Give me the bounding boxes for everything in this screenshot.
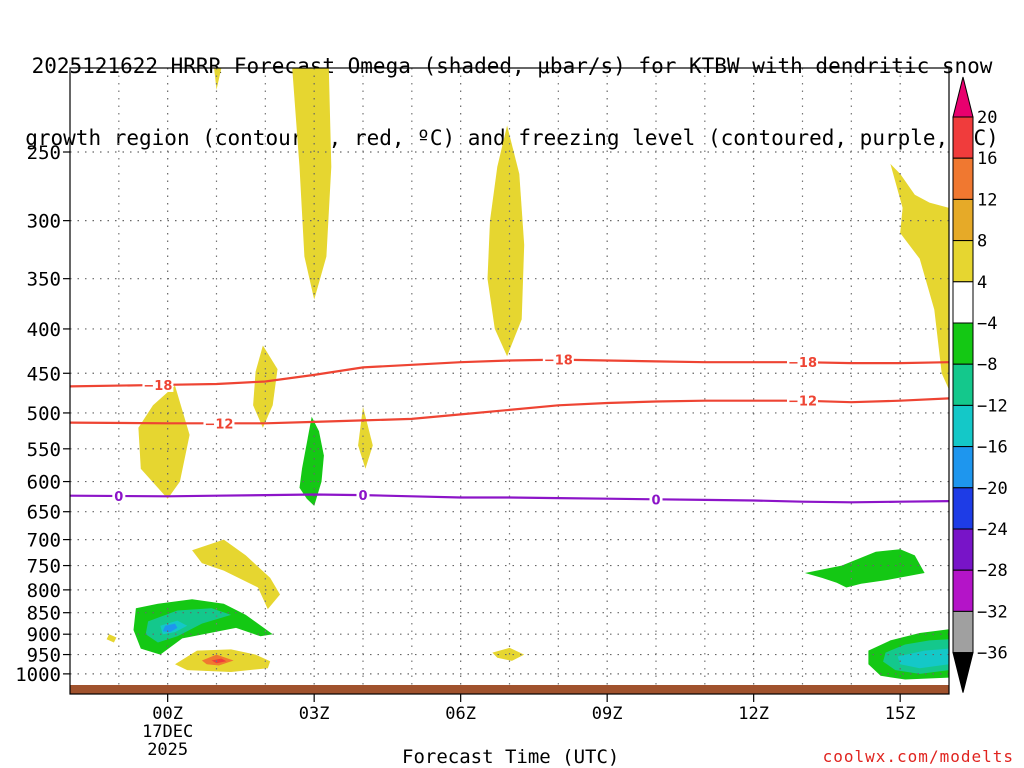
contour-label: −18 — [788, 356, 817, 371]
colorbar-swatch — [952, 610, 974, 654]
plot-frame — [69, 67, 950, 695]
colorbar-swatch — [952, 446, 974, 489]
y-tick-label: 650 — [27, 502, 61, 524]
contour-label-bg — [203, 416, 235, 431]
y-tick-label: 350 — [27, 269, 61, 291]
colorbar-swatch — [952, 281, 974, 324]
y-tick-label: 250 — [27, 142, 61, 164]
colorbar-cap-top — [952, 76, 974, 118]
contour-label: 0 — [358, 489, 367, 504]
y-tick-label: 750 — [27, 556, 61, 578]
colorbar-label: 8 — [977, 232, 987, 252]
omega-region — [897, 648, 949, 669]
y-tick-label: 900 — [27, 624, 61, 646]
colorbar-swatch — [952, 116, 974, 159]
omega-region — [138, 385, 190, 499]
colorbar-label: −8 — [977, 355, 997, 375]
contour-freezing — [70, 493, 949, 504]
x-axis-title: Forecast Time (UTC) — [402, 746, 620, 768]
omega-region — [253, 345, 278, 428]
omega-region — [211, 658, 227, 664]
contour-label: 0 — [114, 490, 123, 505]
y-tick-label: 400 — [27, 319, 61, 341]
chart-title-line1: 2025121622 HRRR Forecast Omega (shaded, … — [31, 54, 993, 78]
colorbar-label: 20 — [977, 108, 997, 128]
x-tick-label: 03Z — [299, 704, 330, 724]
colorbar-swatch — [952, 240, 974, 283]
y-tick-label: 1000 — [15, 664, 61, 686]
y-tick-label: 450 — [27, 363, 61, 385]
colorbar-swatch — [952, 363, 974, 406]
omega-region — [214, 68, 222, 90]
colorbar-label: 16 — [977, 149, 997, 169]
colorbar-swatch — [952, 528, 974, 571]
omega-region — [192, 539, 280, 610]
omega-region — [292, 68, 332, 300]
x-tick-label: 06Z — [445, 704, 476, 724]
chart-title: 2025121622 HRRR Forecast Omega (shaded, … — [0, 6, 1024, 174]
y-tick-label: 300 — [27, 211, 61, 233]
colorbar-label: −28 — [977, 561, 1008, 581]
x-tick-label: 12Z — [738, 704, 769, 724]
y-tick-label: 850 — [27, 603, 61, 625]
colorbar-label: −36 — [977, 644, 1008, 664]
contour-label: 0 — [651, 493, 660, 508]
contour-label: −12 — [788, 395, 817, 410]
x-tick-label: 15Z — [885, 704, 916, 724]
y-tick-label: 950 — [27, 645, 61, 667]
x-tick-label: 00Z — [152, 704, 183, 724]
omega-region — [804, 549, 925, 588]
colorbar-label: −32 — [977, 602, 1008, 622]
colorbar-swatch — [952, 198, 974, 242]
contour-label-bg — [112, 489, 126, 504]
colorbar-swatch — [952, 569, 974, 612]
contour-label: −18 — [143, 379, 172, 394]
colorbar-label: −4 — [977, 314, 997, 334]
contour-label-bg — [787, 393, 818, 408]
omega-region — [890, 163, 949, 390]
omega-region — [358, 406, 373, 469]
colorbar-label: −12 — [977, 396, 1008, 416]
colorbar-swatch — [952, 487, 974, 530]
colorbar-cap-bottom — [952, 652, 974, 693]
contour-label: −18 — [544, 354, 573, 369]
omega-region — [299, 416, 324, 506]
contour-label-bg — [356, 488, 370, 503]
omega-region — [487, 125, 525, 357]
x-tick-label: 09Z — [592, 704, 623, 724]
x-tick-date: 17DEC — [142, 722, 193, 742]
contour-label: −12 — [204, 417, 233, 432]
omega-region — [106, 634, 117, 643]
colorbar-label: −24 — [977, 520, 1008, 540]
colorbar-label: 4 — [977, 273, 987, 293]
contour-label-bg — [142, 377, 174, 392]
colorbar-swatch — [952, 322, 974, 365]
omega-region — [145, 608, 232, 643]
y-tick-label: 800 — [27, 580, 61, 602]
y-tick-label: 700 — [27, 530, 61, 552]
colorbar-label: −16 — [977, 438, 1008, 458]
colorbar-swatch — [952, 157, 974, 200]
omega-region — [492, 647, 525, 661]
x-tick-year: 2025 — [147, 740, 188, 760]
contour-label-bg — [649, 492, 663, 507]
ground-surface — [70, 685, 949, 694]
contour-label-bg — [542, 352, 574, 367]
colorbar-label: 12 — [977, 190, 997, 210]
y-tick-label: 600 — [27, 472, 61, 494]
colorbar-swatch — [952, 404, 974, 448]
colorbar-label: −20 — [977, 479, 1008, 499]
omega-region — [162, 623, 178, 633]
contour-label-bg — [787, 355, 818, 370]
y-tick-label: 550 — [27, 439, 61, 461]
y-tick-label: 500 — [27, 403, 61, 425]
credit-text: coolwx.com/modelts — [822, 747, 1014, 766]
